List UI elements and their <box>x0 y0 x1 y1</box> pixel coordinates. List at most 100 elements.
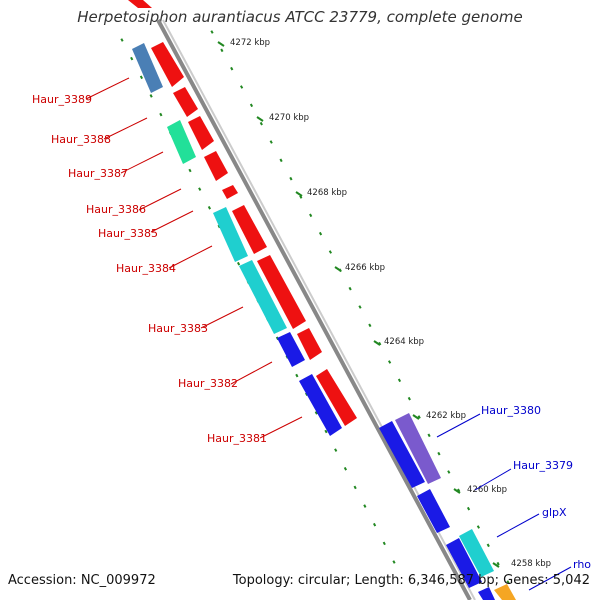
tick-mark <box>334 266 342 272</box>
tick-dot-track <box>210 30 510 584</box>
track-dot <box>120 38 124 42</box>
leader-line <box>436 413 481 438</box>
gene-label[interactable]: Haur_3380 <box>481 404 541 417</box>
cds-blue-3382a <box>277 332 305 367</box>
track-dot <box>447 470 451 474</box>
gene-label[interactable]: Haur_3382 <box>178 377 238 390</box>
cds-blue-3380a <box>379 421 425 488</box>
track-dot <box>348 286 352 291</box>
track-dot <box>363 504 367 508</box>
track-dot <box>328 250 332 254</box>
map-title: Herpetosiphon aurantiacus ATCC 23779, co… <box>77 8 523 26</box>
leader-line <box>138 188 182 211</box>
kbp-ticks: 4272 kbp 4270 kbp 4268 kbp 4266 kbp 4264… <box>217 38 551 569</box>
cds-red-2 <box>151 42 184 87</box>
track-dot <box>188 168 192 173</box>
track-dot <box>388 360 392 364</box>
cds-purple-3380 <box>395 413 441 484</box>
gene-label[interactable]: Haur_3386 <box>86 203 146 216</box>
leader-line <box>474 468 512 491</box>
leader-line <box>85 77 130 100</box>
track-dot <box>368 323 372 328</box>
right-gene-labels: Haur_3380 Haur_3379 glpX rho <box>436 404 591 591</box>
track-dot <box>259 121 263 126</box>
track-dot <box>358 305 362 309</box>
cds-red-5 <box>204 151 228 181</box>
track-dot <box>289 176 293 181</box>
cds-red-4 <box>188 116 214 150</box>
track-dot <box>240 85 244 89</box>
track-dot <box>269 140 273 144</box>
cds-cyan-3384 <box>213 207 248 262</box>
track-dot <box>279 158 283 163</box>
leader-line <box>528 566 572 591</box>
leader-line <box>150 210 194 233</box>
cds-blue-rho <box>478 587 495 600</box>
tick-label: 4264 kbp <box>384 337 424 347</box>
leader-line <box>200 306 244 329</box>
cds-red-8 <box>257 255 306 329</box>
leader-line <box>120 151 164 174</box>
track-dot <box>230 66 234 71</box>
track-dot <box>486 543 490 548</box>
gene-label[interactable]: rho <box>573 558 591 571</box>
left-gene-labels: Haur_3389 Haur_3388 Haur_3387 Haur_3386 … <box>32 77 303 445</box>
track-dot <box>334 448 338 452</box>
cds-blue-3379 <box>417 489 450 533</box>
cds-red-7 <box>232 205 267 254</box>
track-dot <box>457 488 461 493</box>
cds-orange-rho <box>494 584 516 600</box>
track-dot <box>437 451 441 456</box>
tick-label: 4272 kbp <box>230 38 270 48</box>
gene-label[interactable]: Haur_3381 <box>207 432 267 445</box>
tick-mark <box>453 488 461 494</box>
cds-cyan-3383 <box>239 260 287 334</box>
tick-mark <box>373 340 381 346</box>
track-dot <box>353 485 357 490</box>
cds-blue-glpx <box>446 538 482 588</box>
gene-label[interactable]: glpX <box>542 506 567 519</box>
track-dot <box>476 525 480 529</box>
tick-mark <box>492 562 500 568</box>
gene-label[interactable]: Haur_3379 <box>513 459 573 472</box>
cds-steel-3389 <box>132 43 163 93</box>
gene-label[interactable]: Haur_3384 <box>116 262 176 275</box>
leader-line <box>103 117 148 140</box>
genome-summary: Topology: circular; Length: 6,346,587 bp… <box>232 573 590 588</box>
gene-label[interactable]: Haur_3388 <box>51 133 111 146</box>
track-dot <box>343 466 348 471</box>
track-dot <box>318 231 323 236</box>
track-dot <box>309 213 313 218</box>
leader-line <box>496 513 540 538</box>
track-dot <box>299 195 303 199</box>
track-dot <box>159 112 163 117</box>
track-dot <box>407 396 411 401</box>
track-dot <box>198 187 202 191</box>
gene-label[interactable]: Haur_3385 <box>98 227 158 240</box>
track-dot <box>220 48 224 53</box>
track-dot <box>382 541 386 546</box>
gene-label[interactable]: Haur_3387 <box>68 167 128 180</box>
leader-line <box>168 245 213 269</box>
cds-mint-3387 <box>167 120 196 164</box>
cds-red-6 <box>222 185 238 199</box>
track-dot <box>392 560 396 564</box>
track-dot <box>417 415 421 419</box>
tick-label: 4270 kbp <box>269 113 309 123</box>
track-dot <box>314 411 318 415</box>
track-dot <box>130 56 134 61</box>
leader-line <box>230 361 273 385</box>
tick-mark <box>295 191 303 197</box>
cds-layer <box>128 0 516 600</box>
leader-line <box>259 416 303 439</box>
track-dot <box>427 433 431 438</box>
tick-label: 4266 kbp <box>345 263 385 273</box>
track-dot <box>249 103 254 108</box>
tick-label: 4258 kbp <box>511 559 551 569</box>
track-dot <box>236 261 241 266</box>
gene-label[interactable]: Haur_3389 <box>32 93 92 106</box>
track-dot <box>397 378 402 383</box>
cds-cyan-glpx <box>459 529 494 577</box>
gene-label[interactable]: Haur_3383 <box>148 322 208 335</box>
